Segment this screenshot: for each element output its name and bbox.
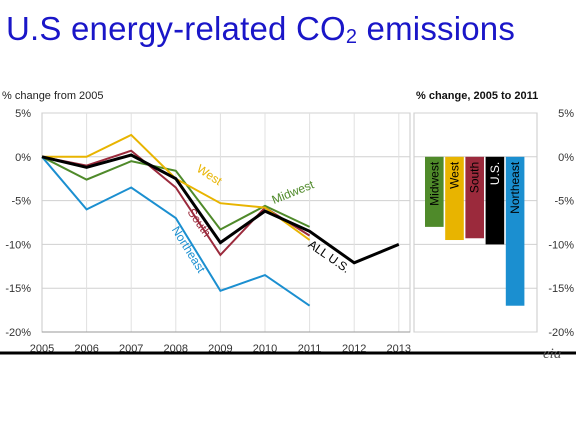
bar-chart-bars: Midwest West South U.S. Northeast [425, 156, 525, 306]
line-chart-subtitle: % change from 2005 [2, 90, 104, 102]
bar-chart-y-tick-label: 5% [558, 108, 574, 120]
bar-northeast [505, 156, 525, 306]
bar-label-midwest: Midwest [427, 161, 441, 206]
bar-u-s [485, 156, 505, 245]
bar-west [445, 156, 464, 241]
line-chart-y-tick-label: -15% [5, 283, 31, 295]
bar-label-south: South [468, 162, 482, 193]
line-chart-y-tick-label: 5% [15, 108, 31, 120]
bar-chart-y-tick-label: -20% [548, 327, 574, 339]
bar-label-west: West [448, 161, 462, 189]
series-line-midwest [41, 155, 311, 231]
bar-chart-subtitle: % change, 2005 to 2011 [416, 90, 538, 102]
series-label-south: South [184, 206, 213, 240]
slide-title-tail: emissions [357, 10, 516, 47]
bar-chart-y-tick-label: 0% [558, 152, 574, 164]
bar-midwest [425, 156, 444, 227]
bar-label-northeast: Northeast [508, 161, 522, 214]
line-chart-grid [41, 112, 411, 333]
bar-chart-y-tick-label: -10% [548, 239, 574, 251]
line-chart-y-tick-label: -10% [5, 239, 31, 251]
bar-south [465, 156, 484, 239]
line-chart-y-tick-label: 0% [15, 152, 31, 164]
bar-chart-y-tick-label: -5% [554, 196, 574, 208]
series-line-all-u-s [41, 153, 400, 265]
series-line-northeast [41, 156, 311, 307]
eia-logo: eia [543, 346, 562, 362]
line-chart-y-tick-label: -20% [5, 327, 31, 339]
slide-title-main: U.S energy-related CO [6, 10, 346, 47]
line-chart-y-tick-label: -5% [11, 196, 31, 208]
slide-title: U.S energy-related CO2 emissions [6, 10, 515, 48]
bar-label-u-s: U.S. [488, 162, 502, 185]
line-chart-plot-frame [41, 112, 411, 333]
line-chart-y-axis: 5% 0% -5% -10% -15% -20% [5, 108, 31, 339]
slide-title-subscript: 2 [345, 26, 358, 48]
line-chart-series [41, 133, 400, 307]
bar-chart-y-axis: 5% 0% -5% -10% -15% -20% [548, 108, 574, 339]
bar-chart-y-tick-label: -15% [548, 283, 574, 295]
